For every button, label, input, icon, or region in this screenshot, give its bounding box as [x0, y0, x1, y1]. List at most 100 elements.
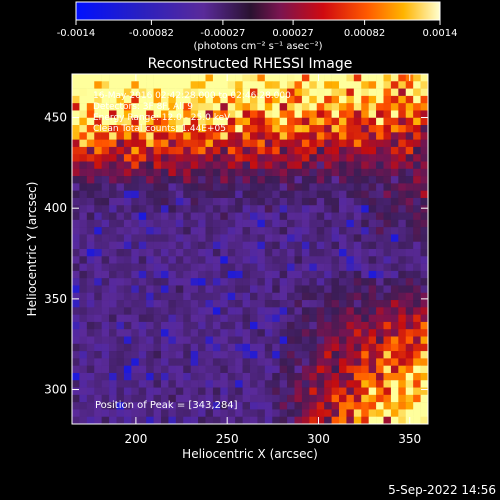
heatmap-pixel: [168, 190, 177, 199]
heatmap-pixel: [420, 336, 429, 345]
colorbar: -0.0014 -0.00082 -0.00027 0.00027 0.00082 0.0…: [57, 1, 458, 52]
heatmap-pixel: [153, 154, 162, 162]
heatmap-pixel: [324, 314, 332, 323]
heatmap-pixel: [168, 416, 177, 425]
heatmap-pixel: [272, 212, 280, 221]
heatmap-pixel: [242, 219, 251, 228]
heatmap-pixel: [86, 314, 95, 323]
heatmap-pixel: [175, 256, 184, 264]
heatmap-pixel: [316, 234, 325, 243]
heatmap-pixel: [316, 321, 325, 330]
heatmap-pixel: [131, 117, 140, 126]
heatmap-pixel: [190, 270, 199, 279]
heatmap-pixel: [361, 205, 369, 213]
heatmap-pixel: [301, 81, 310, 89]
heatmap-pixel: [316, 183, 325, 191]
heatmap-pixel: [227, 307, 236, 315]
heatmap-pixel: [138, 139, 147, 148]
heatmap-pixel: [86, 380, 95, 388]
heatmap-pixel: [109, 249, 117, 257]
heatmap-pixel: [153, 103, 162, 111]
heatmap-pixel: [153, 263, 162, 272]
heatmap-pixel: [242, 292, 251, 301]
heatmap-pixel: [79, 380, 88, 388]
heatmap-pixel: [242, 88, 251, 97]
heatmap-pixel: [272, 380, 280, 388]
heatmap-pixel: [301, 205, 310, 213]
heatmap-pixel: [413, 292, 421, 301]
heatmap-pixel: [413, 183, 421, 191]
heatmap-pixel: [94, 263, 102, 272]
heatmap-pixel: [123, 227, 132, 235]
heatmap-pixel: [183, 307, 191, 315]
heatmap-pixel: [279, 387, 288, 396]
heatmap-pixel: [324, 176, 332, 184]
heatmap-pixel: [324, 387, 332, 396]
heatmap-pixel: [101, 205, 110, 213]
heatmap-pixel: [353, 314, 362, 323]
heatmap-pixel: [72, 329, 80, 337]
heatmap-pixel: [353, 176, 362, 184]
heatmap-pixel: [205, 394, 214, 403]
heatmap-pixel: [175, 103, 184, 111]
heatmap-pixel: [198, 365, 206, 374]
heatmap-pixel: [250, 139, 258, 148]
colorbar-tick-label: -0.00082: [129, 28, 174, 39]
heatmap-pixel: [331, 110, 340, 119]
heatmap-pixel: [309, 285, 318, 294]
heatmap-pixel: [109, 270, 117, 279]
heatmap-pixel: [413, 343, 421, 352]
heatmap-pixel: [368, 132, 377, 140]
heatmap-pixel: [346, 154, 355, 162]
heatmap-pixel: [383, 161, 392, 170]
heatmap-pixel: [190, 307, 199, 315]
heatmap-pixel: [235, 227, 243, 235]
heatmap-pixel: [153, 110, 162, 119]
heatmap-pixel: [146, 270, 154, 279]
heatmap-pixel: [398, 365, 407, 374]
heatmap-pixel: [383, 256, 392, 264]
heatmap-pixel: [198, 402, 206, 410]
heatmap-pixel: [198, 307, 206, 315]
heatmap-pixel: [153, 241, 162, 250]
heatmap-pixel: [131, 125, 140, 133]
annotation-energy: Energy Range: 12.0 - 25.0 keV: [93, 113, 231, 123]
heatmap-pixel: [123, 351, 132, 359]
heatmap-pixel: [353, 183, 362, 191]
heatmap-pixel: [242, 270, 251, 279]
heatmap-pixel: [294, 307, 303, 315]
heatmap-pixel: [161, 117, 169, 126]
heatmap-pixel: [235, 154, 243, 162]
heatmap-pixel: [390, 402, 399, 410]
heatmap-pixel: [353, 110, 362, 119]
heatmap-pixel: [324, 365, 332, 374]
heatmap-pixel: [153, 416, 162, 425]
colorbar-tick-label: 0.0014: [423, 28, 458, 39]
heatmap-pixel: [287, 380, 295, 388]
heatmap-pixel: [86, 270, 95, 279]
heatmap-pixel: [138, 146, 147, 155]
heatmap-pixel: [250, 285, 258, 294]
heatmap-pixel: [168, 292, 177, 301]
heatmap-pixel: [405, 336, 414, 345]
heatmap-pixel: [161, 154, 169, 162]
heatmap-pixel: [242, 409, 251, 418]
heatmap-pixel: [131, 139, 140, 148]
heatmap-pixel: [405, 154, 414, 162]
heatmap-pixel: [257, 183, 266, 191]
heatmap-pixel: [353, 139, 362, 148]
heatmap-pixel: [175, 329, 184, 337]
heatmap-pixel: [183, 300, 191, 308]
heatmap-pixel: [94, 336, 102, 345]
heatmap-pixel: [279, 81, 288, 89]
heatmap-pixel: [72, 117, 80, 126]
heatmap-pixel: [390, 212, 399, 221]
heatmap-pixel: [235, 351, 243, 359]
heatmap-pixel: [101, 351, 110, 359]
heatmap-pixel: [183, 234, 191, 243]
heatmap-pixel: [205, 132, 214, 140]
heatmap-pixel: [279, 161, 288, 170]
heatmap-pixel: [287, 351, 295, 359]
heatmap-pixel: [309, 307, 318, 315]
heatmap-pixel: [116, 74, 125, 82]
